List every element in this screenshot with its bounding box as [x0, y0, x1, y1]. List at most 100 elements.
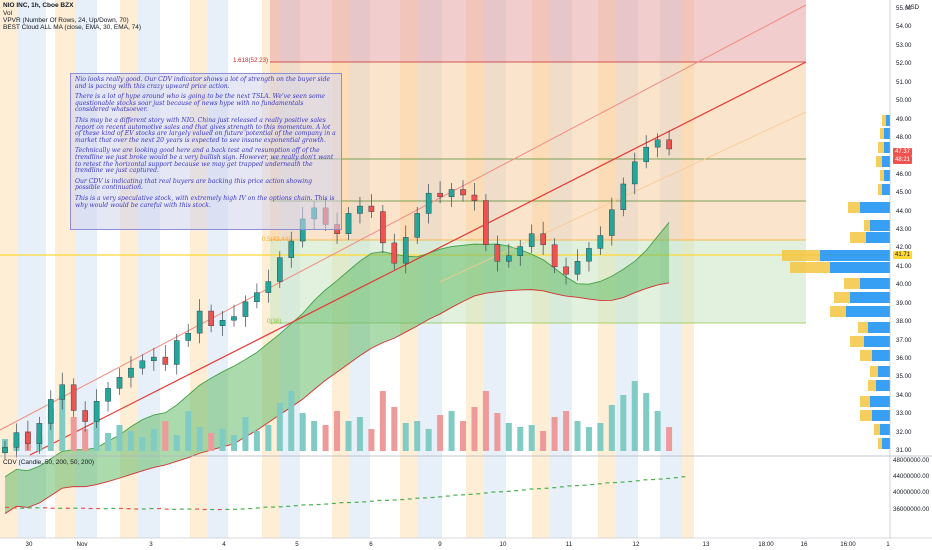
- price-tick: 55.00: [896, 5, 912, 12]
- vpvr-row-down: [878, 438, 882, 449]
- price-tick: 53.00: [896, 41, 912, 49]
- vpvr-row-down: [782, 250, 820, 261]
- candle-body: [437, 192, 443, 198]
- volume-bar: [505, 423, 512, 451]
- price-tick: 46.00: [896, 170, 912, 178]
- volume-bar: [494, 413, 501, 451]
- volume-bar: [47, 409, 54, 451]
- time-tick: 12: [632, 541, 640, 548]
- cdv-candle: [324, 503, 329, 505]
- cdv-candle: [20, 507, 25, 509]
- trendline-main: [29, 61, 807, 456]
- cdv-candle: [537, 488, 541, 490]
- candle-body: [414, 213, 421, 238]
- cdv-candle: [620, 481, 625, 483]
- note-paragraph: This may be a different story with NIO. …: [75, 116, 336, 144]
- candle-body: [540, 233, 546, 245]
- candle-body: [2, 447, 8, 454]
- volume-bar: [402, 423, 409, 451]
- vpvr-row-up: [876, 380, 890, 391]
- volume-bar: [139, 437, 146, 451]
- cdv-candle: [400, 498, 405, 501]
- price-tick: 43.00: [896, 226, 912, 233]
- vpvr-row-down: [848, 202, 860, 213]
- vpvr-row-up: [830, 262, 890, 273]
- candle-body: [93, 401, 100, 422]
- price-tick: 32.00: [896, 428, 912, 436]
- time-tick: 11: [565, 541, 573, 548]
- cdv-candle: [134, 508, 139, 510]
- cdv-candle: [58, 507, 63, 509]
- candle-body: [162, 356, 169, 365]
- cdv-candle: [179, 508, 184, 510]
- volume-bar: [654, 411, 661, 451]
- cdv-candle: [506, 490, 511, 492]
- vpvr-row-up: [882, 184, 890, 195]
- price-tick: 51.00: [896, 78, 912, 86]
- candle-body: [620, 183, 627, 210]
- volume-bar: [276, 403, 283, 451]
- vpvr-row-down: [834, 292, 850, 303]
- fib-upper-label: 1.618(52.23): [233, 57, 269, 64]
- candle-body: [563, 266, 569, 275]
- ema-cloud: [4, 222, 670, 514]
- price-tick: 54.00: [896, 23, 912, 31]
- cdv-candle: [392, 499, 397, 501]
- volume-bar: [93, 421, 100, 451]
- volume-bar: [150, 429, 157, 451]
- candle-body: [609, 209, 615, 236]
- volume-bar: [162, 421, 169, 451]
- vpvr-row-down: [860, 396, 870, 407]
- candle-body: [391, 242, 398, 264]
- cdv-candle: [673, 477, 678, 479]
- cdv-candle: [331, 502, 336, 505]
- cdv-candle: [613, 481, 617, 484]
- candle-body: [231, 316, 237, 321]
- cdv-candle: [567, 485, 572, 487]
- cdv-candle: [354, 501, 359, 503]
- price-tick: 39.00: [896, 299, 912, 307]
- currency-label: USD: [906, 4, 920, 11]
- candle-body: [208, 310, 214, 326]
- vpvr-row-up: [880, 424, 890, 435]
- cdv-candle: [415, 497, 420, 499]
- cloud-label: BEST Cloud ALL MA (close, EMA, 30, EMA, …: [3, 24, 142, 31]
- vpvr-row-up: [884, 142, 890, 153]
- volume-bar: [208, 433, 215, 451]
- cdv-candle: [430, 496, 435, 499]
- cdv-candle: [263, 506, 268, 508]
- candle-body: [219, 320, 226, 326]
- volume-bar: [116, 425, 123, 451]
- candle-body: [196, 310, 203, 334]
- volume-bar: [631, 381, 638, 451]
- time-tick: 4: [222, 541, 226, 548]
- cdv-candle: [301, 504, 306, 506]
- cdv-candle: [483, 492, 488, 494]
- time-tick: 13: [702, 541, 710, 548]
- vol-label: Vol: [3, 10, 13, 17]
- volume-bar: [219, 429, 226, 451]
- time-tick: 1: [886, 541, 890, 548]
- cdv-candle: [597, 483, 602, 485]
- cdv-tick: 40000000.00: [893, 489, 930, 496]
- note-paragraph: Technically we are looking good here and…: [75, 147, 334, 175]
- price-tick: 42.00: [896, 244, 912, 252]
- candle-body: [48, 399, 54, 424]
- cdv-candle: [681, 476, 686, 478]
- volume-bar: [379, 391, 386, 451]
- cdv-candle: [529, 488, 534, 490]
- cdv-candle: [499, 491, 503, 493]
- volume-bar: [460, 421, 466, 451]
- volume-bar: [185, 411, 192, 451]
- price-tick: 52.00: [896, 60, 912, 68]
- cdv-candle: [514, 490, 519, 492]
- cdv-candle: [544, 487, 549, 489]
- volume-bar: [528, 425, 535, 451]
- candle-body: [631, 161, 638, 185]
- volume-bar: [391, 407, 398, 451]
- cdv-candle: [172, 508, 177, 511]
- price-tick: 48.00: [896, 133, 912, 141]
- note-paragraph: There is a lot of hype around who is goi…: [75, 93, 325, 114]
- volume-bar: [482, 391, 489, 451]
- volume-bar: [265, 425, 272, 451]
